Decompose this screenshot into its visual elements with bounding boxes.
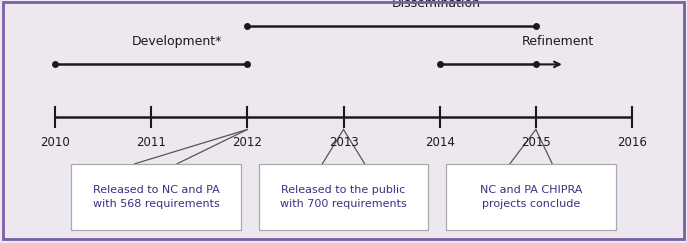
Text: 2015: 2015 bbox=[521, 136, 551, 149]
Text: Dissemination: Dissemination bbox=[392, 0, 481, 9]
Text: 2013: 2013 bbox=[328, 136, 359, 149]
Text: 2012: 2012 bbox=[232, 136, 262, 149]
Text: 2010: 2010 bbox=[40, 136, 70, 149]
FancyBboxPatch shape bbox=[71, 164, 240, 230]
Text: Released to the public
with 700 requirements: Released to the public with 700 requirem… bbox=[280, 185, 407, 209]
Text: Development*: Development* bbox=[132, 35, 223, 48]
FancyBboxPatch shape bbox=[259, 164, 428, 230]
Text: Released to NC and PA
with 568 requirements: Released to NC and PA with 568 requireme… bbox=[93, 185, 219, 209]
Text: 2014: 2014 bbox=[425, 136, 455, 149]
Text: 2011: 2011 bbox=[136, 136, 166, 149]
Text: 2016: 2016 bbox=[617, 136, 647, 149]
Text: NC and PA CHIPRA
projects conclude: NC and PA CHIPRA projects conclude bbox=[480, 185, 583, 209]
Text: Refinement: Refinement bbox=[521, 35, 594, 48]
FancyBboxPatch shape bbox=[447, 164, 616, 230]
